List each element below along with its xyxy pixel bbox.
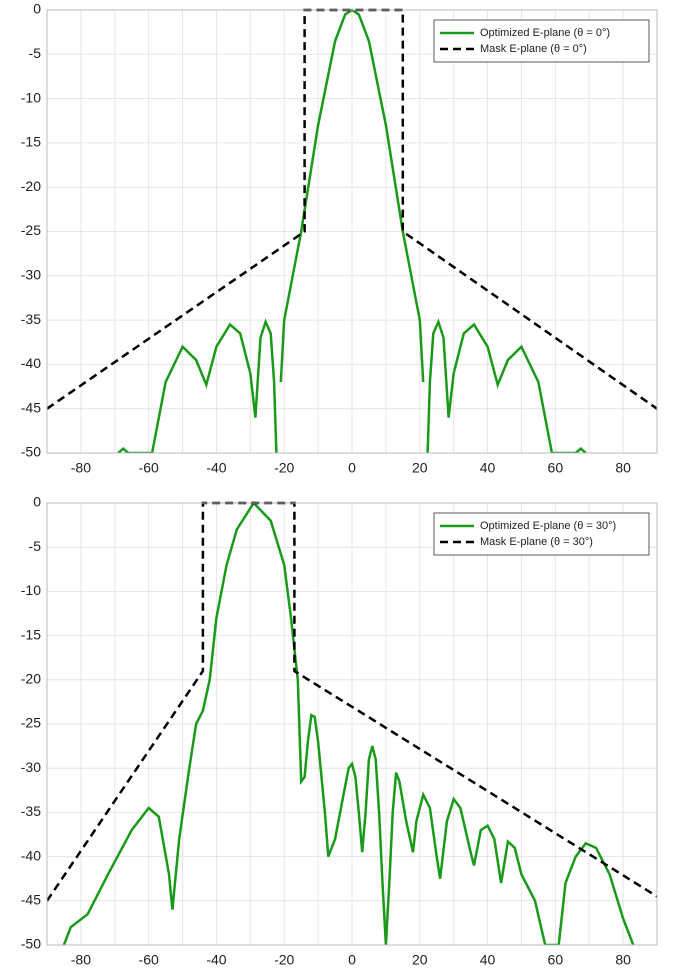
y-tick-label: -35 <box>21 311 41 327</box>
y-tick-label: -20 <box>21 178 41 194</box>
legend-box <box>433 19 650 63</box>
plot-border <box>46 9 658 454</box>
chart: -80 -60 -40 -20 0 20 40 60 80 0 -5 -10 -15 -20 -25 -30 -… <box>21 1 658 476</box>
x-tick-label: -20 <box>274 460 294 476</box>
plot-border <box>46 502 658 946</box>
x-tick-label: -60 <box>139 952 159 968</box>
y-tick-label: -40 <box>21 355 41 371</box>
y-tick-label: -30 <box>21 267 41 283</box>
y-tick-label: -5 <box>29 45 42 61</box>
x-tick-label: 60 <box>548 460 564 476</box>
y-tick-label: -40 <box>21 847 41 863</box>
legend-box <box>433 512 650 556</box>
x-tick-label: 20 <box>412 952 428 968</box>
y-tick-label: -15 <box>21 134 41 150</box>
y-tick-label: -5 <box>29 538 42 554</box>
chart: -80 -60 -40 -20 0 20 40 60 80 0 -5 -10 -15 -20 -25 -30 -… <box>21 494 658 968</box>
y-tick-label: -45 <box>21 399 41 415</box>
y-tick-label: -50 <box>21 936 41 952</box>
x-tick-label: 20 <box>412 460 428 476</box>
y-tick-label: -10 <box>21 582 41 598</box>
x-tick-label: 80 <box>615 460 631 476</box>
y-tick-label: -45 <box>21 892 41 908</box>
x-tick-label: -80 <box>71 460 91 476</box>
legend: Optimized E-plane (θ = 30°) Mask E-plane … <box>433 512 650 556</box>
legend-label: Optimized E-plane (θ = 30°) <box>480 520 616 532</box>
y-tick-label: -25 <box>21 222 41 238</box>
y-tick-label: -35 <box>21 803 41 819</box>
y-tick-label: -50 <box>21 444 41 460</box>
y-tick-label: 0 <box>33 1 41 17</box>
x-tick-label: -40 <box>206 952 226 968</box>
x-tick-label: -40 <box>206 460 226 476</box>
x-tick-label: 0 <box>348 952 356 968</box>
series-line <box>62 501 635 945</box>
x-tick-label: 40 <box>480 460 496 476</box>
y-tick-label: -10 <box>21 89 41 105</box>
legend-label: Optimized E-plane (θ = 0°) <box>480 27 610 39</box>
x-tick-label: -80 <box>71 952 91 968</box>
y-tick-label: 0 <box>33 494 41 510</box>
x-tick-label: 40 <box>480 952 496 968</box>
y-tick-label: -15 <box>21 626 41 642</box>
x-tick-label: 0 <box>348 460 356 476</box>
x-tick-label: -60 <box>139 460 159 476</box>
legend-label: Mask E-plane (θ = 30°) <box>480 536 593 548</box>
legend-label: Mask E-plane (θ = 0°) <box>480 43 587 55</box>
legend: Optimized E-plane (θ = 0°) Mask E-plane (… <box>433 19 650 63</box>
series-line <box>47 8 657 410</box>
x-tick-label: -20 <box>274 952 294 968</box>
y-tick-label: -25 <box>21 715 41 731</box>
x-tick-label: 60 <box>548 952 564 968</box>
x-tick-label: 80 <box>615 952 631 968</box>
y-tick-label: -20 <box>21 671 41 687</box>
y-tick-label: -30 <box>21 759 41 775</box>
